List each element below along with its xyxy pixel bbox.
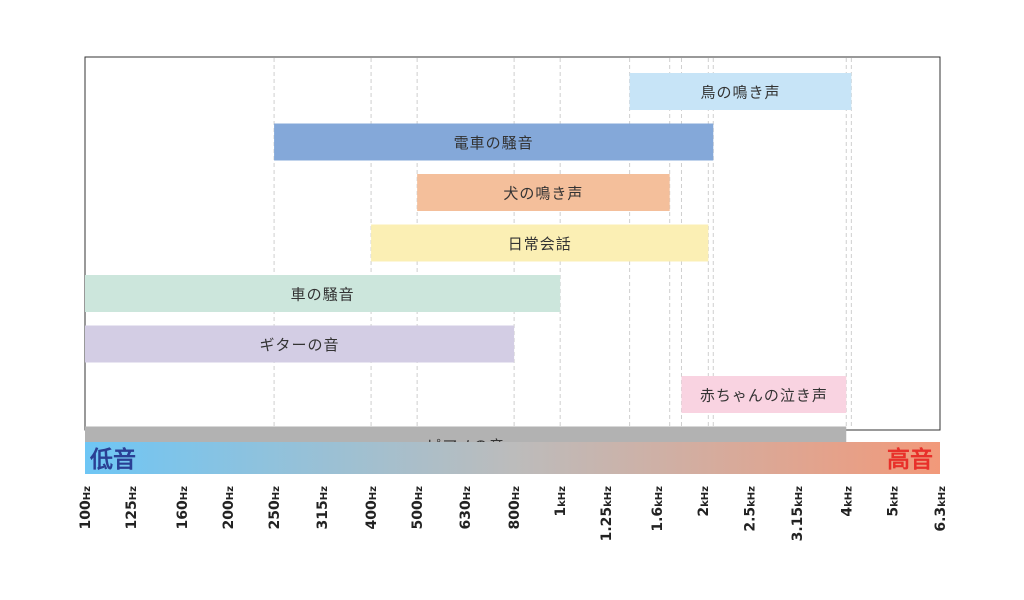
- tick-label: 500Hz: [410, 486, 426, 530]
- range-bar-label: 鳥の鳴き声: [700, 84, 780, 102]
- tick-label: 800Hz: [507, 486, 523, 530]
- range-bar: [85, 275, 561, 312]
- tick-label: 400Hz: [364, 486, 380, 530]
- frequency-tick-labels: 100Hz 125Hz 160Hz 200Hz 250Hz 315Hz 400Hz 500Hz…: [78, 486, 949, 542]
- range-bar: [85, 325, 515, 363]
- tick-label: 5kHz: [885, 486, 901, 517]
- tick-label: 250Hz: [267, 486, 283, 530]
- tick-label: 160Hz: [175, 486, 191, 530]
- pitch-scale-bar: 低音 高音: [85, 442, 940, 474]
- tick-label: 2kHz: [696, 486, 712, 517]
- range-bar: [417, 174, 670, 211]
- range-bar-label: ギターの音: [260, 336, 340, 354]
- tick-label: 3.15kHz: [790, 486, 806, 542]
- range-bar-label: 犬の鳴き声: [503, 185, 583, 203]
- range-bar-label: 電車の騒音: [454, 134, 534, 152]
- range-bar-label: 日常会話: [508, 235, 572, 253]
- range-bar: [629, 73, 852, 110]
- range-bar: [274, 123, 714, 161]
- pitch-gradient: [85, 442, 940, 474]
- tick-label: 1.6kHz: [650, 486, 666, 532]
- high-pitch-label: 高音: [887, 446, 933, 473]
- tick-label: 4kHz: [839, 486, 855, 517]
- tick-label: 1.25kHz: [599, 486, 615, 542]
- tick-label: 315Hz: [315, 486, 331, 530]
- range-bar: [371, 224, 709, 262]
- tick-label: 200Hz: [221, 486, 237, 530]
- tick-label: 100Hz: [78, 486, 94, 530]
- tick-label: 1kHz: [553, 486, 569, 517]
- range-bar: [681, 376, 847, 413]
- tick-label: 125Hz: [124, 486, 140, 530]
- range-bar-label: 赤ちゃんの泣き声: [700, 387, 828, 405]
- tick-label: 2.5kHz: [742, 486, 758, 532]
- tick-label: 630Hz: [458, 486, 474, 530]
- range-bar-label: 車の騒音: [291, 286, 355, 304]
- low-pitch-label: 低音: [89, 446, 136, 473]
- tick-label: 6.3kHz: [933, 486, 949, 532]
